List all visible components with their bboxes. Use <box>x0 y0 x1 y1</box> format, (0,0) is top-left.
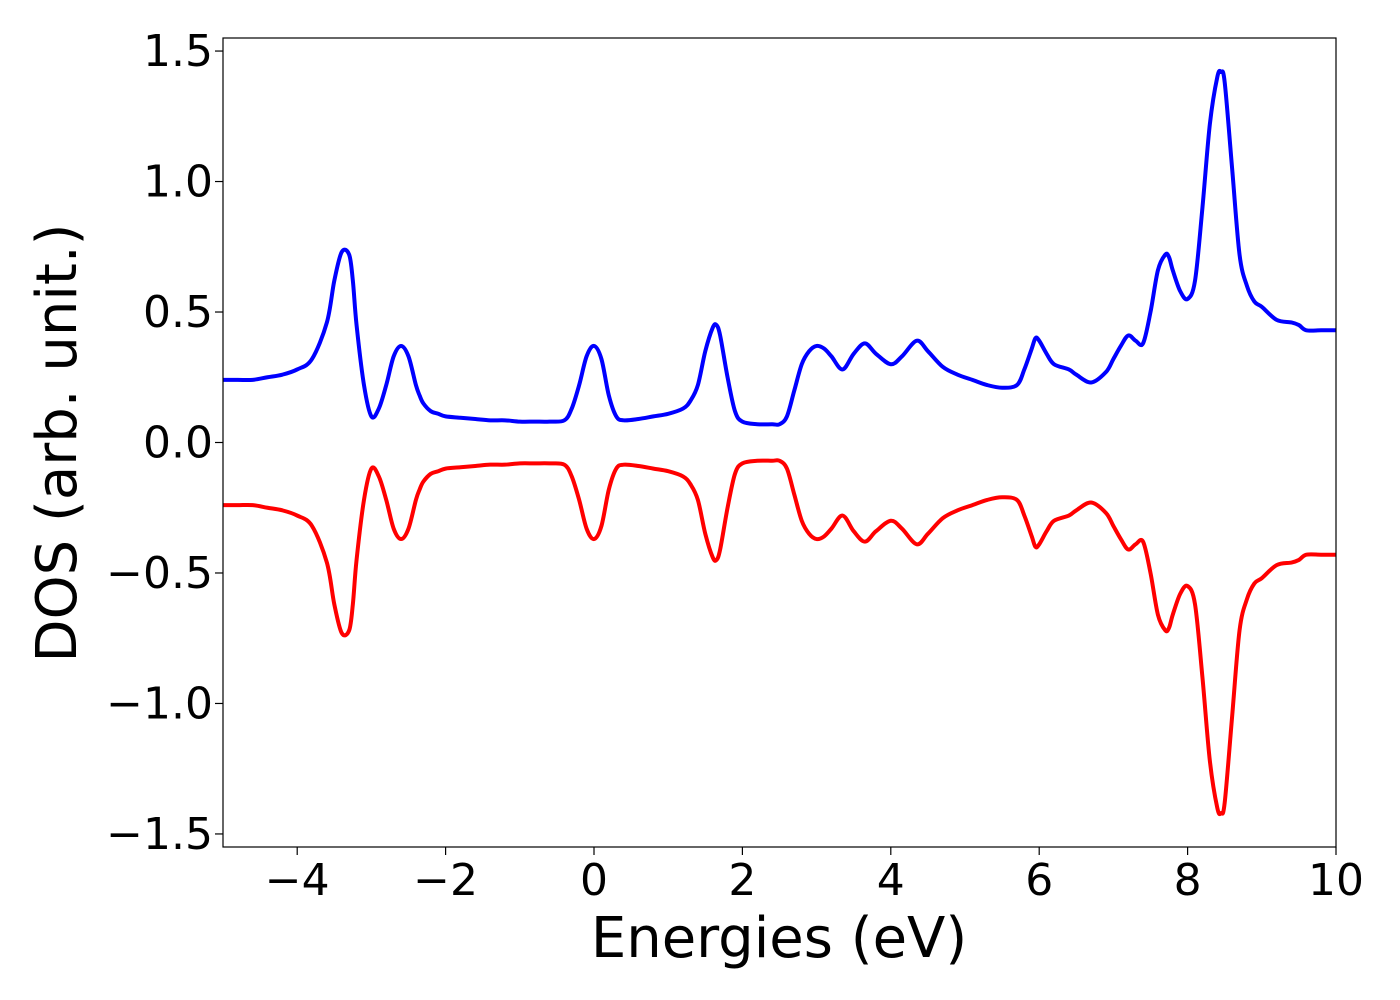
y-tick-label: −1.0 <box>106 678 213 729</box>
x-tick-label: 0 <box>580 855 608 906</box>
x-axis: −4 −2 0 2 4 6 8 10 <box>265 847 1364 906</box>
x-tick-label: 8 <box>1174 855 1202 906</box>
y-tick-label: −1.5 <box>106 809 213 860</box>
y-tick-label: 1.5 <box>143 26 213 77</box>
y-axis: 1.5 1.0 0.5 0.0 −0.5 −1.0 −1.5 <box>106 26 223 860</box>
x-axis-title: Energies (eV) <box>591 906 967 971</box>
x-tick-label: 4 <box>877 855 905 906</box>
series-line-spin-up <box>223 68 1336 427</box>
x-tick-label: 2 <box>728 855 756 906</box>
y-tick-label: 0.0 <box>143 418 213 469</box>
y-axis-title: DOS (arb. unit.) <box>25 223 90 662</box>
plot-lines <box>223 68 1336 817</box>
x-tick-label: −4 <box>265 855 330 906</box>
y-tick-label: 0.5 <box>143 287 213 338</box>
y-tick-label: 1.0 <box>143 157 213 208</box>
y-tick-label: −0.5 <box>106 548 213 599</box>
x-tick-label: 6 <box>1025 855 1053 906</box>
x-tick-label: 10 <box>1308 855 1364 906</box>
x-tick-label: −2 <box>413 855 478 906</box>
series-line-spin-down <box>223 458 1336 817</box>
